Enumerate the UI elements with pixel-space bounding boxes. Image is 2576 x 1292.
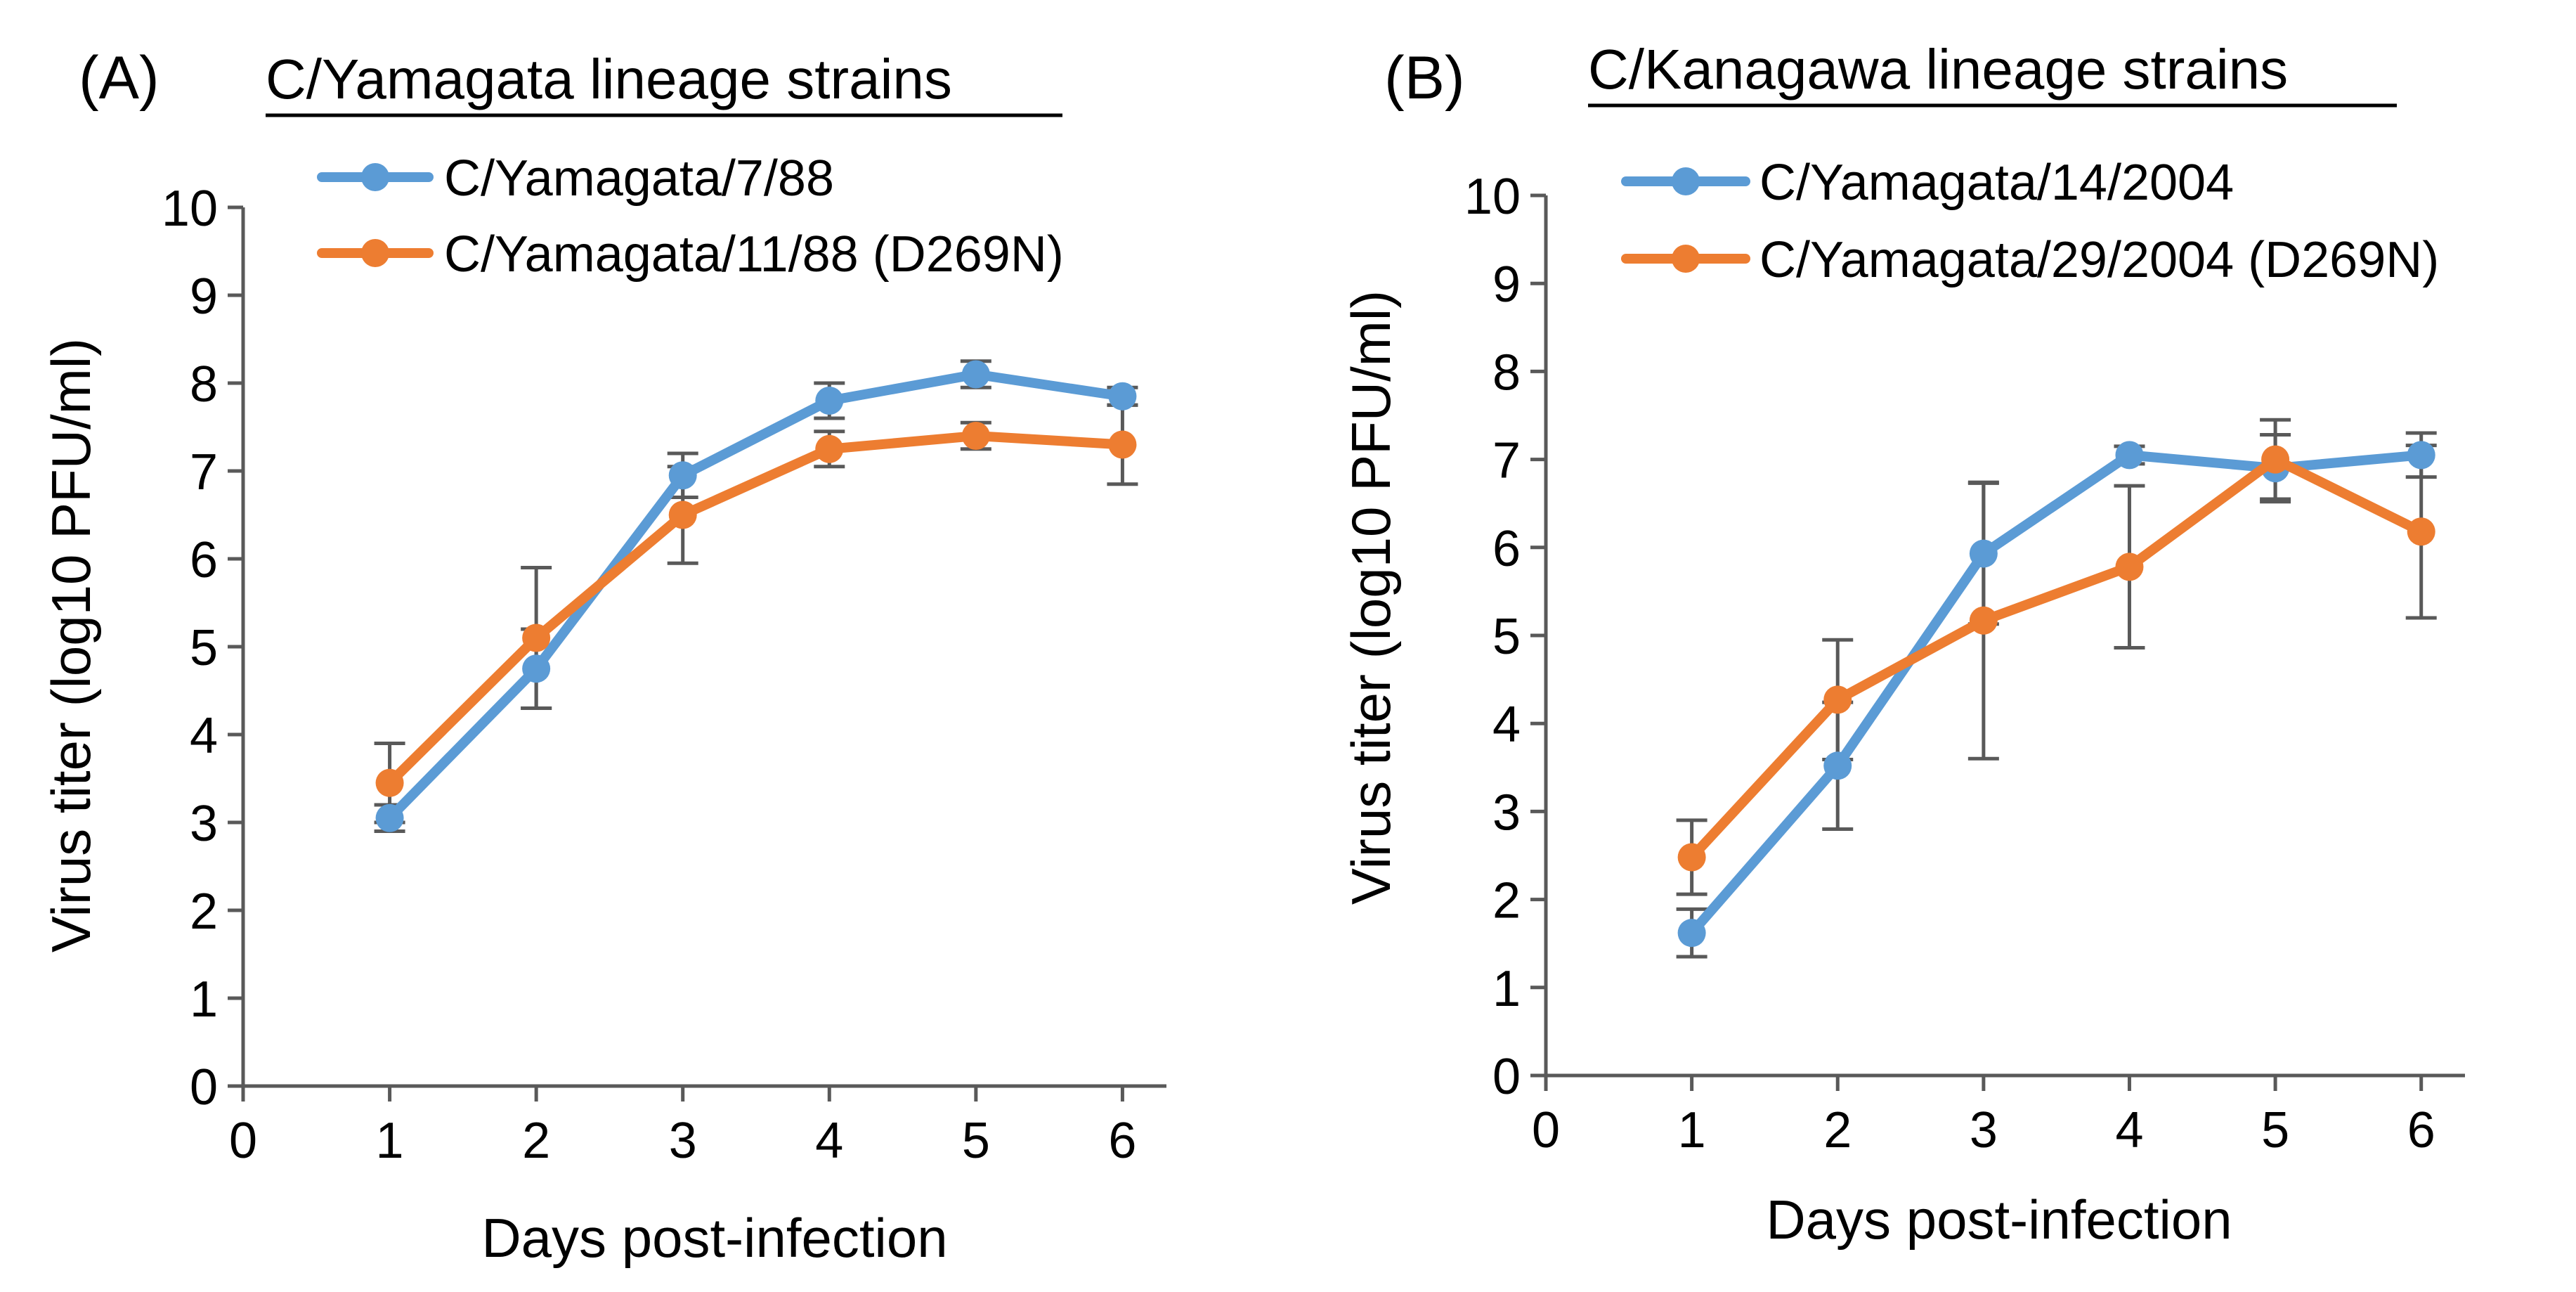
legend-marker xyxy=(361,163,389,191)
data-point xyxy=(2407,517,2435,546)
data-point xyxy=(1823,685,1852,714)
x-axis-label: Days post-infection xyxy=(1766,1189,2232,1251)
data-point xyxy=(2261,445,2290,474)
y-tick-label: 9 xyxy=(1492,257,1521,313)
y-tick-label: 4 xyxy=(190,708,218,764)
y-axis-label: Virus titer (log10 PFU/ml) xyxy=(1340,290,1402,905)
y-tick-label: 9 xyxy=(190,269,218,325)
x-tick-label: 4 xyxy=(2115,1102,2143,1158)
y-tick-label: 3 xyxy=(1492,784,1521,841)
x-tick-label: 5 xyxy=(2261,1102,2289,1158)
x-tick-label: 0 xyxy=(1532,1102,1560,1158)
legend-label: C/Yamagata/29/2004 (D269N) xyxy=(1759,232,2439,288)
panel-label: (A) xyxy=(79,44,160,112)
y-tick-label: 8 xyxy=(190,356,218,413)
data-point xyxy=(961,360,990,389)
y-tick-label: 3 xyxy=(190,796,218,852)
series-line-2 xyxy=(1686,454,2426,863)
data-point xyxy=(1677,843,1706,872)
legend-marker xyxy=(361,239,389,267)
data-point xyxy=(1969,539,1998,568)
legend-marker xyxy=(1672,245,1700,273)
y-tick-label: 7 xyxy=(1492,433,1521,489)
x-tick-label: 0 xyxy=(229,1113,257,1169)
series-line-2 xyxy=(384,431,1128,788)
y-tick-label: 2 xyxy=(190,884,218,940)
x-tick-label: 6 xyxy=(2407,1102,2435,1158)
data-point xyxy=(1108,382,1137,411)
data-point xyxy=(961,422,990,450)
x-tick-label: 3 xyxy=(1970,1102,1998,1158)
data-point xyxy=(1969,606,1998,635)
chart-title: C/Kanagawa lineage strains xyxy=(1588,38,2288,101)
data-point xyxy=(2115,553,2144,581)
panel-label: (B) xyxy=(1384,44,1465,112)
x-tick-label: 1 xyxy=(376,1113,404,1169)
data-point xyxy=(1108,430,1137,459)
series-line-1 xyxy=(384,369,1128,823)
y-tick-label: 10 xyxy=(1464,169,1521,225)
y-tick-label: 4 xyxy=(1492,697,1521,753)
x-tick-label: 4 xyxy=(815,1113,843,1169)
chart-title: C/Yamagata lineage strains xyxy=(266,48,952,110)
y-tick-label: 8 xyxy=(1492,344,1521,401)
y-tick-label: 5 xyxy=(1492,609,1521,665)
data-point xyxy=(815,387,844,415)
series-line-1 xyxy=(1686,450,2426,938)
x-tick-label: 3 xyxy=(669,1113,697,1169)
legend-label: C/Yamagata/11/88 (D269N) xyxy=(444,226,1064,283)
x-tick-label: 2 xyxy=(1823,1102,1852,1158)
y-tick-label: 10 xyxy=(162,181,218,237)
data-point xyxy=(522,654,551,683)
x-tick-label: 1 xyxy=(1678,1102,1706,1158)
data-point xyxy=(815,434,844,463)
x-axis-label: Days post-infection xyxy=(481,1207,947,1269)
y-tick-label: 7 xyxy=(190,444,218,500)
y-tick-label: 0 xyxy=(1492,1049,1521,1105)
y-tick-label: 2 xyxy=(1492,873,1521,929)
data-point xyxy=(1677,919,1706,948)
data-point xyxy=(2407,441,2435,470)
x-tick-label: 6 xyxy=(1108,1113,1136,1169)
y-tick-label: 6 xyxy=(1492,521,1521,577)
y-axis-label: Virus titer (log10 PFU/ml) xyxy=(40,338,102,952)
y-tick-label: 5 xyxy=(190,620,218,676)
x-tick-label: 5 xyxy=(962,1113,990,1169)
legend-label: C/Yamagata/7/88 xyxy=(444,150,834,207)
chart-panel-a: (A) C/Yamagata lineage strains 0 1 2 3 4 5 6 7 8 9 1… xyxy=(40,44,1166,1269)
data-point xyxy=(375,803,404,832)
data-point xyxy=(668,500,697,529)
data-point xyxy=(375,768,404,797)
x-tick-label: 2 xyxy=(522,1113,550,1169)
data-point xyxy=(668,461,697,490)
data-point xyxy=(522,624,551,652)
y-tick-label: 6 xyxy=(190,532,218,588)
legend-marker xyxy=(1672,167,1700,195)
y-tick-label: 1 xyxy=(190,971,218,1028)
chart-panel-b: (B) C/Kanagawa lineage strains 0 1 2 3 4 5 6 7 8 9 1… xyxy=(1340,38,2465,1251)
legend-label: C/Yamagata/14/2004 xyxy=(1759,155,2234,211)
y-tick-label: 1 xyxy=(1492,961,1521,1017)
y-tick-label: 0 xyxy=(190,1059,218,1116)
data-point xyxy=(1823,751,1852,780)
data-point xyxy=(2115,441,2144,470)
